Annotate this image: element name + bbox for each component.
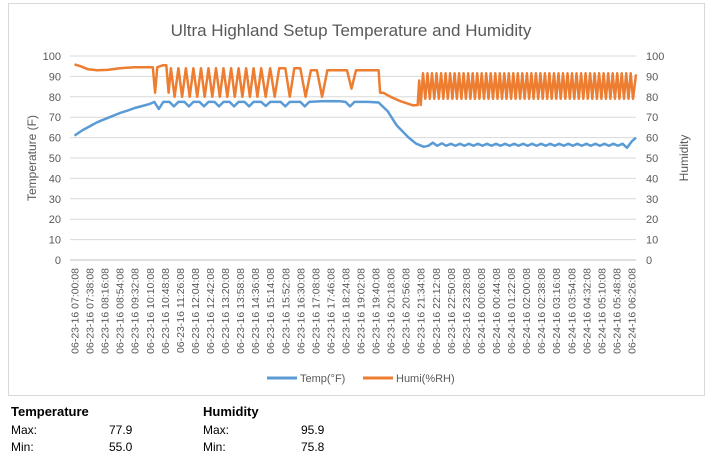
x-tick-label: 06-23-16 14:36:08 xyxy=(250,268,262,354)
temperature-stats: Temperature Max: 77.9 Min: 55.0 xyxy=(11,404,161,456)
x-tick-label: 06-23-16 11:26:08 xyxy=(175,268,187,353)
x-tick-label: 06-23-16 19:02:08 xyxy=(356,268,368,354)
humidity-max-value: 95.9 xyxy=(301,423,325,437)
y-axis-label-right: Humidity xyxy=(677,135,691,182)
temperature-max-value: 77.9 xyxy=(109,423,133,437)
y-tick-label-left: 30 xyxy=(49,194,61,206)
x-tick-label: 06-24-16 06:26:08 xyxy=(626,268,638,354)
y-tick-label-left: 70 xyxy=(49,112,61,124)
humidity-max-label: Max: xyxy=(203,423,230,437)
y-axis-label-left: Temperature (F) xyxy=(25,115,39,201)
x-tick-label: 06-23-16 15:14:08 xyxy=(265,268,277,354)
temperature-series-line xyxy=(73,99,637,150)
x-tick-label: 06-23-16 08:54:08 xyxy=(115,268,127,354)
x-tick-label: 06-23-16 17:08:08 xyxy=(310,268,322,354)
x-tick-label: 06-23-16 16:30:08 xyxy=(295,268,307,354)
axes: 0 10 20 30 40 50 60 70 80 90 100 0 10 20 30 40 50 60 70 80 9… xyxy=(43,51,665,354)
x-tick-label: 06-23-16 13:20:08 xyxy=(220,268,232,354)
humidity-stats-title: Humidity xyxy=(203,404,259,419)
y-tick-label-left: 20 xyxy=(49,214,61,226)
x-tick-label: 06-23-16 22:50:08 xyxy=(446,268,458,354)
line-chart: 0 10 20 30 40 50 60 70 80 90 100 0 10 20 30 40 50 60 70 80 9… xyxy=(25,21,691,385)
humidity-stats: Humidity Max: 95.9 Min: 75.8 xyxy=(203,404,353,456)
y-tick-label-right: 80 xyxy=(646,92,658,104)
x-tick-label: 06-23-16 09:32:08 xyxy=(130,268,142,354)
y-tick-label-left: 10 xyxy=(49,235,61,247)
x-tick-label: 06-23-16 18:24:08 xyxy=(340,268,352,354)
x-tick-label: 06-23-16 23:28:08 xyxy=(461,268,473,354)
y-tick-label-right: 0 xyxy=(646,255,652,267)
x-tick-label: 06-24-16 03:16:08 xyxy=(551,268,563,354)
y-tick-label-right: 90 xyxy=(646,71,658,83)
y-tick-label-left: 100 xyxy=(43,51,61,63)
y-tick-label-right: 70 xyxy=(646,112,658,124)
x-tick-label: 06-23-16 08:16:08 xyxy=(100,268,112,354)
y-tick-label-right: 60 xyxy=(646,133,658,145)
x-tick-label: 06-24-16 04:32:08 xyxy=(581,268,593,354)
y-tick-label-right: 30 xyxy=(646,194,658,206)
y-tick-label-right: 10 xyxy=(646,235,658,247)
x-tick-label: 06-24-16 05:48:08 xyxy=(611,268,623,354)
y-tick-label-left: 0 xyxy=(55,255,61,267)
y-tick-label-left: 50 xyxy=(49,153,61,165)
humidity-min-label: Min: xyxy=(203,440,226,454)
legend: Temp(°F) Humi(%RH) xyxy=(267,373,455,385)
x-tick-label: 06-23-16 21:34:08 xyxy=(416,268,428,354)
y-tick-label-left: 60 xyxy=(49,133,61,145)
series-lines xyxy=(73,63,638,150)
x-tick-label: 06-23-16 20:18:08 xyxy=(386,268,398,354)
x-tick-label: 06-23-16 22:12:08 xyxy=(431,268,443,354)
x-tick-label: 06-23-16 10:10:08 xyxy=(145,268,157,354)
x-tick-label: 06-24-16 02:00:08 xyxy=(521,268,533,354)
legend-label-humi: Humi(%RH) xyxy=(396,373,455,385)
y-tick-label-left: 80 xyxy=(49,92,61,104)
y-tick-label-left: 90 xyxy=(49,71,61,83)
humidity-series-line xyxy=(74,63,638,107)
temperature-stats-title: Temperature xyxy=(11,404,89,419)
chart-area: 0 10 20 30 40 50 60 70 80 90 100 0 10 20 30 40 50 60 70 80 9… xyxy=(8,3,705,396)
x-tick-label: 06-23-16 15:52:08 xyxy=(280,268,292,354)
temperature-min-label: Min: xyxy=(11,440,34,454)
x-tick-label: 06-24-16 03:54:08 xyxy=(566,268,578,354)
legend-label-temp: Temp(°F) xyxy=(300,373,345,385)
x-tick-label: 06-23-16 20:56:08 xyxy=(401,268,413,354)
humidity-min-value: 75.8 xyxy=(301,440,325,454)
x-tick-label: 06-23-16 10:48:08 xyxy=(160,268,172,354)
x-tick-label: 06-24-16 02:38:08 xyxy=(536,268,548,354)
y-tick-label-right: 20 xyxy=(646,214,658,226)
chart-title: Ultra Highland Setup Temperature and Hum… xyxy=(171,21,532,40)
temperature-min-value: 55.0 xyxy=(109,440,133,454)
x-tick-label: 06-23-16 17:46:08 xyxy=(325,268,337,354)
temperature-max-label: Max: xyxy=(11,423,38,437)
x-tick-label: 06-23-16 12:04:08 xyxy=(190,268,202,354)
y-tick-label-right: 50 xyxy=(646,153,658,165)
y-tick-label-left: 40 xyxy=(49,173,61,185)
x-tick-label: 06-23-16 07:38:08 xyxy=(85,268,97,354)
x-tick-label: 06-23-16 13:58:08 xyxy=(235,268,247,354)
y-tick-label-right: 100 xyxy=(646,51,664,63)
x-tick-label: 06-24-16 05:10:08 xyxy=(596,268,608,354)
x-tick-label: 06-23-16 19:40:08 xyxy=(371,268,383,354)
x-tick-label: 06-23-16 12:42:08 xyxy=(205,268,217,354)
x-tick-label: 06-24-16 01:22:08 xyxy=(506,268,518,354)
x-tick-label: 06-24-16 00:44:08 xyxy=(491,268,503,354)
x-tick-label: 06-23-16 07:00:08 xyxy=(70,268,82,354)
x-tick-label: 06-24-16 00:06:08 xyxy=(476,268,488,354)
y-tick-label-right: 40 xyxy=(646,173,658,185)
